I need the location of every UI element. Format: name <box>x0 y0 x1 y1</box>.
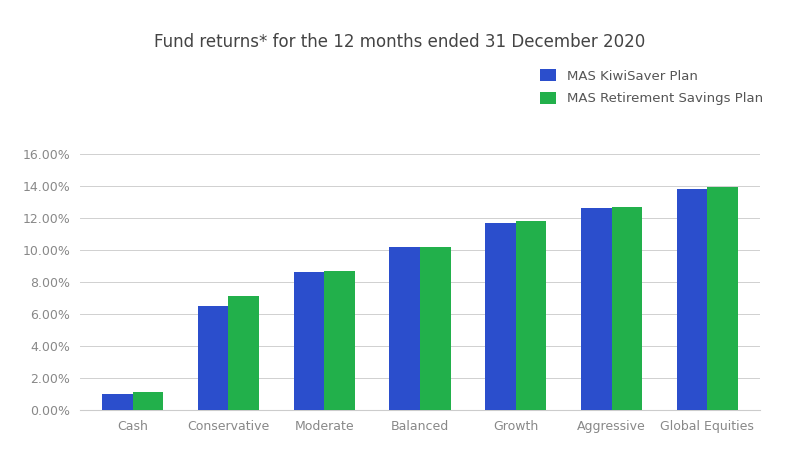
Bar <box>229 296 259 410</box>
Text: Fund returns* for the 12 months ended 31 December 2020: Fund returns* for the 12 months ended 31… <box>154 33 646 51</box>
Legend: MAS KiwiSaver Plan, MAS Retirement Savings Plan: MAS KiwiSaver Plan, MAS Retirement Savin… <box>534 62 770 112</box>
Bar <box>390 247 420 410</box>
Bar <box>677 189 707 410</box>
Bar <box>611 206 642 410</box>
Bar <box>133 392 163 410</box>
Bar <box>485 223 516 410</box>
Bar <box>198 306 229 410</box>
Bar <box>516 221 546 410</box>
Bar <box>324 271 355 410</box>
Bar <box>420 247 450 410</box>
Bar <box>707 187 738 410</box>
Bar <box>581 208 611 410</box>
Bar <box>102 394 133 410</box>
Bar <box>294 272 324 410</box>
